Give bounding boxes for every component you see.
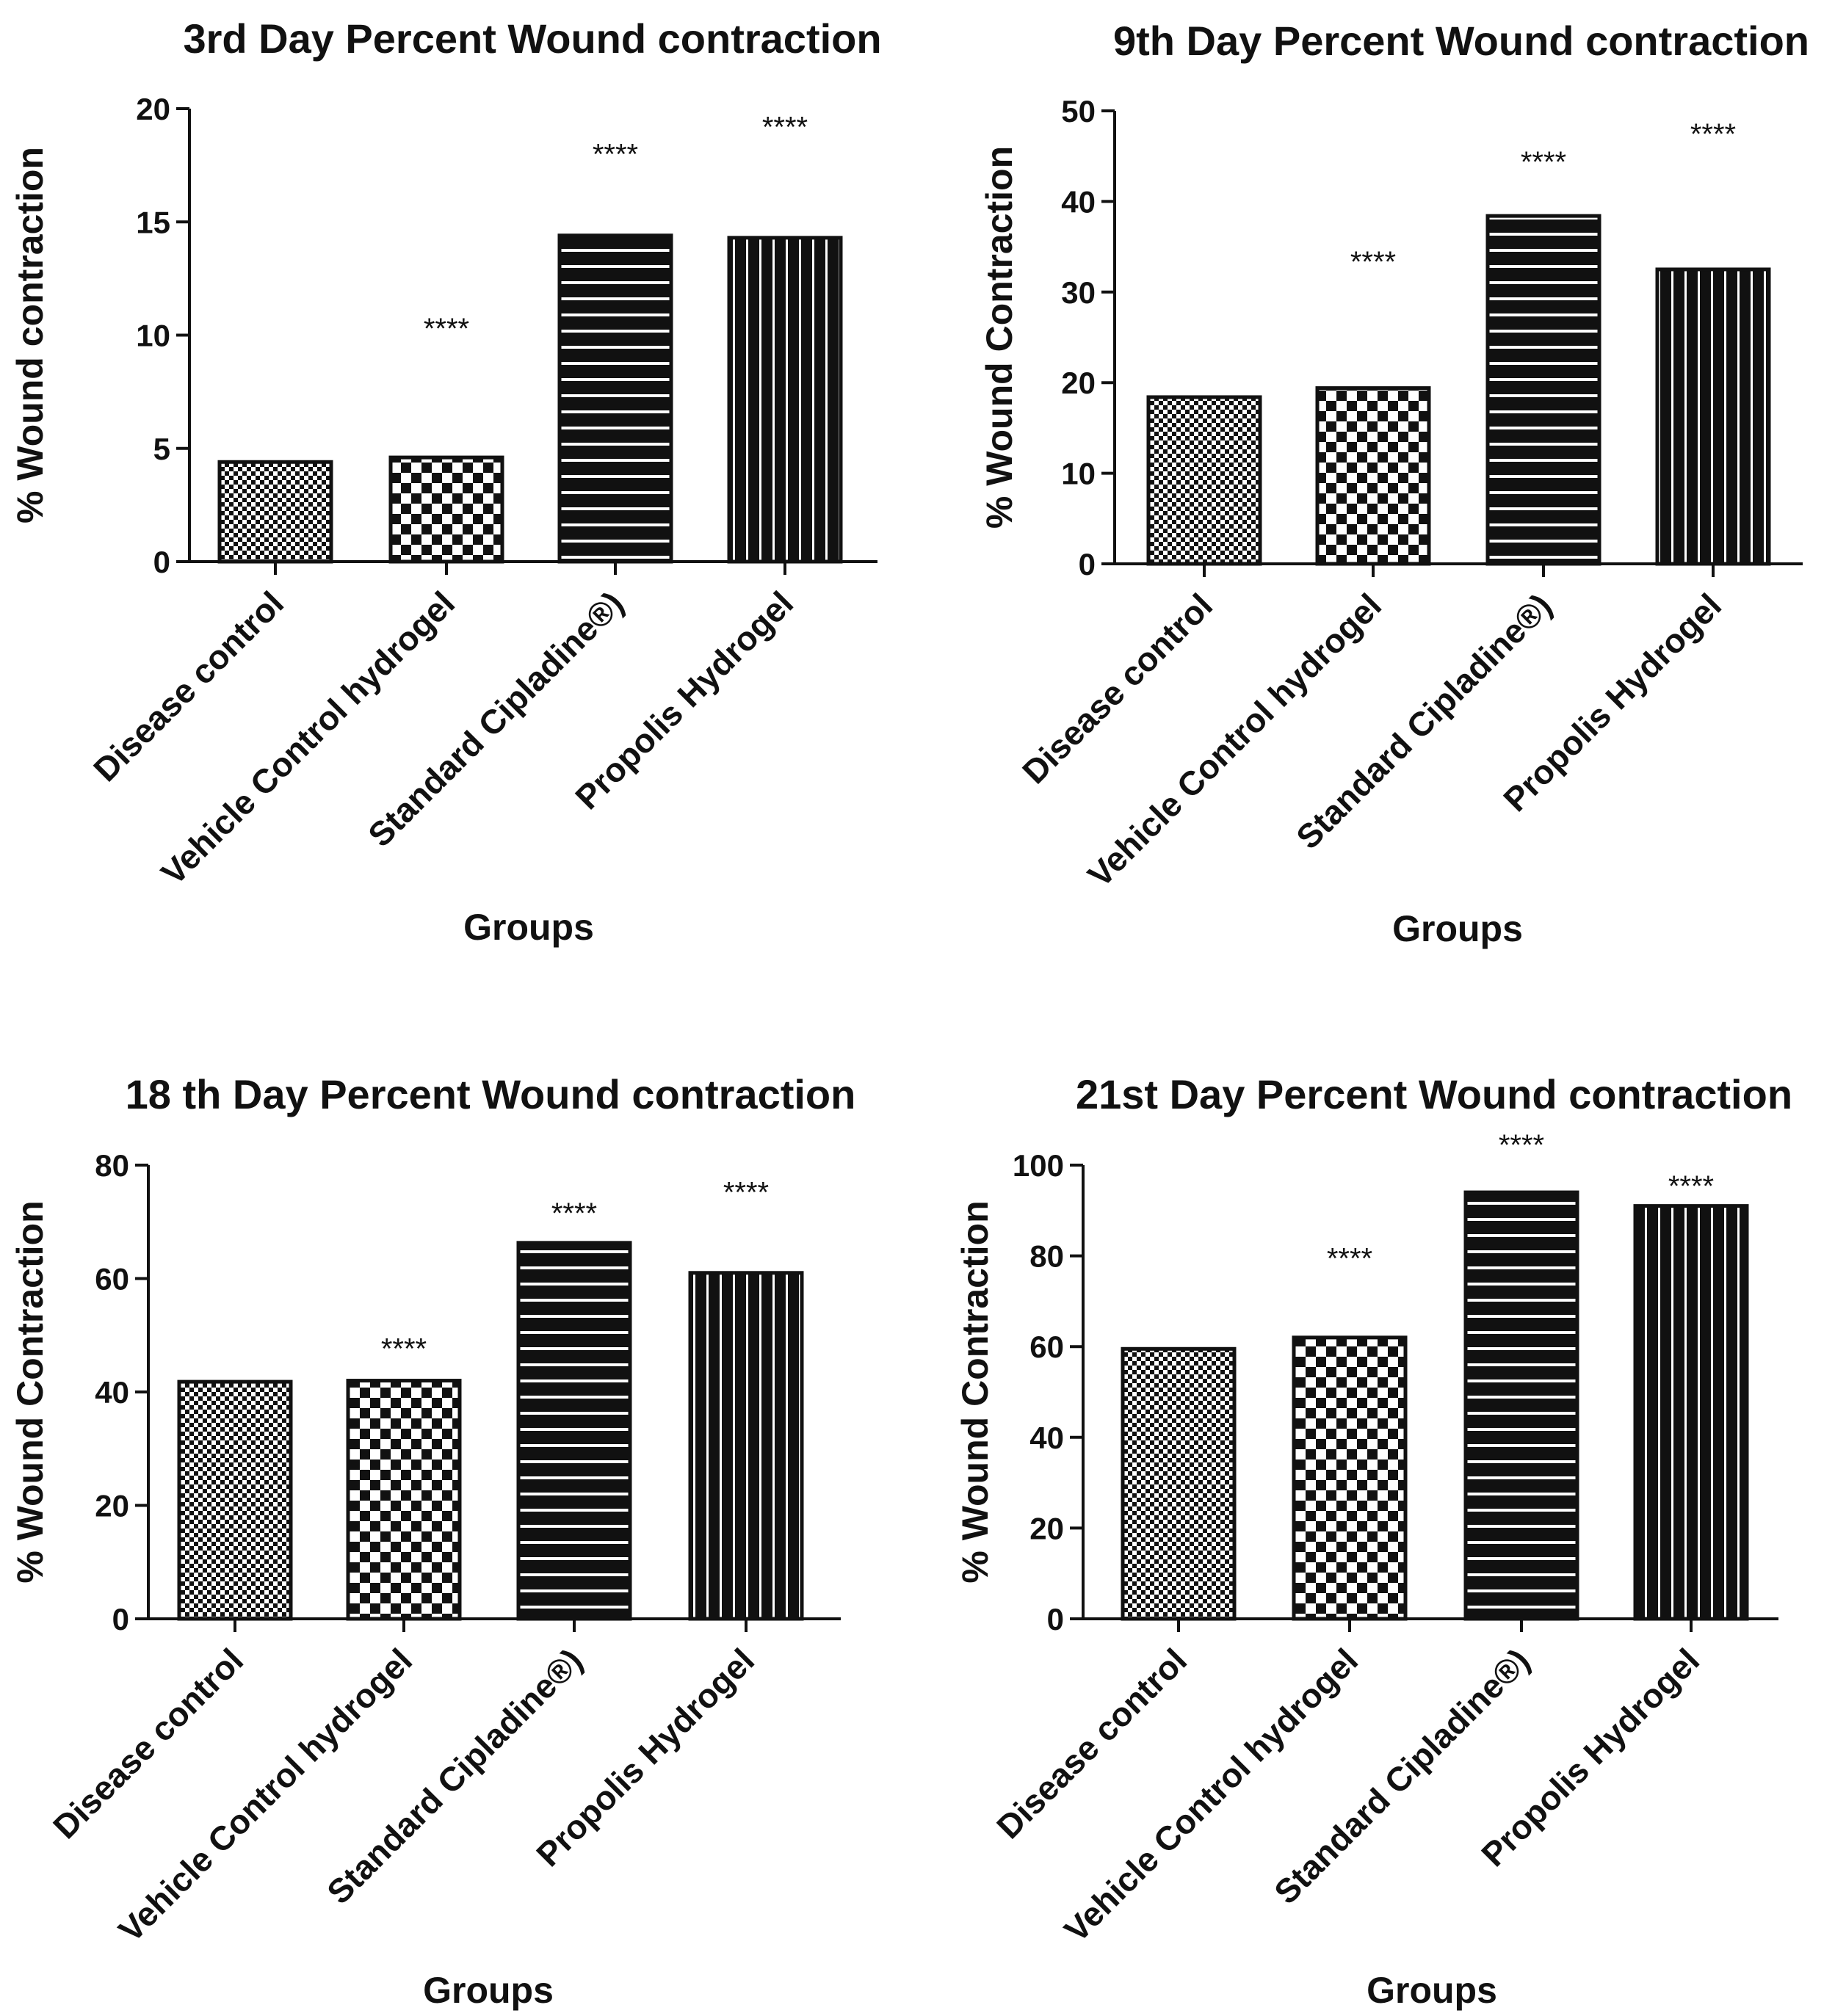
bar-propolis-hydrogel — [1633, 1204, 1749, 1621]
bar-vehicle-control-hydrogel — [388, 455, 504, 564]
chart-panel-1: 3rd Day Percent Wound contraction % Wound… — [10, 15, 882, 948]
y-tick-label: 10 — [1061, 457, 1096, 491]
significance-marker-propolis-hydrogel: **** — [762, 112, 808, 144]
bar-vehicle-control-hydrogel — [346, 1379, 462, 1621]
y-tick-label: 40 — [1029, 1421, 1064, 1455]
y-tick-label: 20 — [1061, 366, 1096, 400]
y-tick-label: 10 — [136, 319, 170, 353]
bar-disease-control — [1121, 1346, 1237, 1621]
y-tick-label: 0 — [1047, 1602, 1064, 1636]
bar-propolis-hydrogel — [1655, 267, 1771, 566]
y-tick-label: 40 — [95, 1375, 129, 1410]
y-tick-label: 0 — [112, 1602, 129, 1636]
y-tick-label: 30 — [1061, 275, 1096, 310]
category-label-vehicle-control-hydrogel: Vehicle Control hydrogel — [1080, 586, 1389, 894]
bar-standard-cipladine — [1485, 214, 1601, 566]
bar-disease-control — [177, 1379, 293, 1621]
y-tick-label: 80 — [1029, 1239, 1064, 1274]
x-axis-label: Groups — [463, 907, 594, 948]
significance-marker-standard-cipladine: **** — [593, 139, 638, 171]
significance-marker-propolis-hydrogel: **** — [1668, 1170, 1714, 1203]
y-tick-label: 60 — [95, 1262, 129, 1297]
y-tick-label: 20 — [95, 1489, 129, 1523]
y-tick-label: 60 — [1029, 1330, 1064, 1364]
y-tick-label: 0 — [153, 545, 170, 579]
bar-standard-cipladine — [557, 233, 673, 564]
chart-title: 18 th Day Percent Wound contraction — [126, 1071, 856, 1117]
y-tick-label: 0 — [1079, 547, 1096, 581]
category-label-vehicle-control-hydrogel: Vehicle Control hydrogel — [1057, 1641, 1365, 1949]
bar-propolis-hydrogel — [727, 236, 843, 564]
significance-marker-propolis-hydrogel: **** — [1690, 118, 1736, 151]
bar-vehicle-control-hydrogel — [1292, 1335, 1408, 1621]
x-axis-label: Groups — [1367, 1970, 1497, 2011]
y-tick-label: 20 — [1029, 1511, 1064, 1545]
significance-marker-standard-cipladine: **** — [1521, 146, 1566, 178]
chart-panel-2: 9th Day Percent Wound contraction % Wound… — [979, 18, 1809, 949]
y-tick-label: 80 — [95, 1148, 129, 1183]
bar-vehicle-control-hydrogel — [1315, 386, 1431, 566]
bar-disease-control — [1146, 395, 1262, 566]
chart-title: 3rd Day Percent Wound contraction — [183, 15, 881, 62]
chart-title: 9th Day Percent Wound contraction — [1113, 18, 1809, 64]
significance-marker-standard-cipladine: **** — [1499, 1129, 1544, 1161]
significance-marker-vehicle-control-hydrogel: **** — [1350, 246, 1396, 278]
bar-propolis-hydrogel — [688, 1271, 804, 1621]
bar-disease-control — [217, 460, 333, 564]
y-tick-label: 20 — [136, 92, 170, 126]
y-tick-label: 40 — [1061, 184, 1096, 219]
y-axis-label: % Wound Contraction — [955, 1200, 996, 1583]
bar-standard-cipladine — [516, 1241, 632, 1621]
y-tick-label: 5 — [153, 432, 170, 466]
y-axis-label: % Wound contraction — [10, 147, 51, 523]
significance-marker-propolis-hydrogel: **** — [723, 1176, 769, 1208]
y-tick-label: 50 — [1061, 94, 1096, 128]
chart-panel-4: 21st Day Percent Wound contraction % Woun… — [955, 1071, 1792, 2011]
y-tick-label: 15 — [136, 205, 170, 239]
category-label-vehicle-control-hydrogel: Vehicle Control hydrogel — [153, 584, 462, 892]
x-axis-label: Groups — [423, 1970, 554, 2011]
chart-title: 21st Day Percent Wound contraction — [1076, 1071, 1792, 1117]
significance-marker-vehicle-control-hydrogel: **** — [1327, 1243, 1372, 1275]
chart-panel-3: 18 th Day Percent Wound contraction % Wou… — [10, 1071, 855, 2011]
bar-standard-cipladine — [1463, 1190, 1579, 1621]
significance-marker-vehicle-control-hydrogel: **** — [424, 313, 469, 345]
category-label-vehicle-control-hydrogel: Vehicle Control hydrogel — [111, 1641, 419, 1949]
y-axis-label: % Wound Contraction — [979, 146, 1020, 529]
y-axis-label: % Wound Contraction — [10, 1200, 51, 1583]
significance-marker-vehicle-control-hydrogel: **** — [381, 1333, 427, 1366]
x-axis-label: Groups — [1392, 908, 1523, 949]
y-tick-label: 100 — [1013, 1148, 1064, 1183]
significance-marker-standard-cipladine: **** — [551, 1197, 597, 1230]
